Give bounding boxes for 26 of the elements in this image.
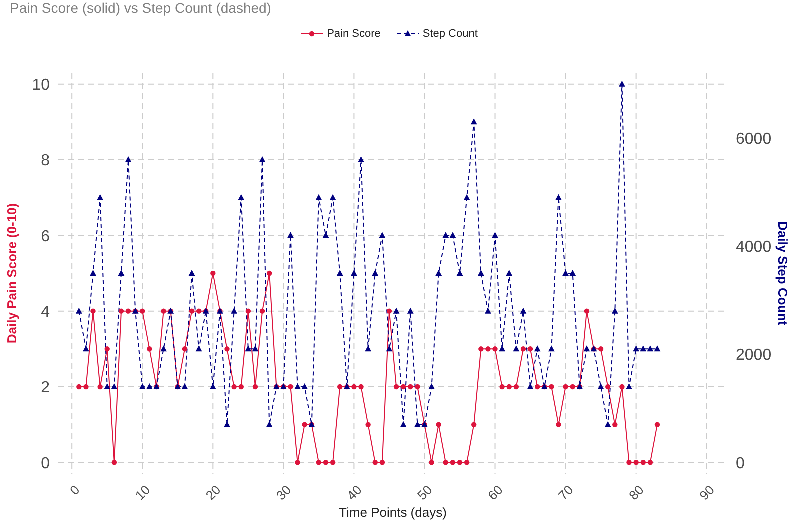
x-tick-label: 20 xyxy=(202,482,224,504)
x-tick-label: 70 xyxy=(556,482,576,504)
y2-tick-label: 2000 xyxy=(736,347,772,364)
y2-axis-title: Daily Step Count xyxy=(775,221,790,326)
legend-label: Step Count xyxy=(422,28,478,40)
x-tick-label: 10 xyxy=(132,482,154,504)
y-axis-title: Daily Pain Score (0-10) xyxy=(4,203,20,344)
x-tick-label: 50 xyxy=(414,482,436,504)
y-tick-label: 4 xyxy=(41,304,50,322)
y2-tick-label: 6000 xyxy=(736,131,772,148)
y-tick-label: 10 xyxy=(32,77,50,94)
y-tick-label: 2 xyxy=(41,380,50,397)
y2-tick-label: 0 xyxy=(736,455,745,472)
x-tick-label: 90 xyxy=(696,482,718,504)
legend-label: Pain Score xyxy=(326,28,381,40)
x-tick-label: 30 xyxy=(273,482,294,504)
y-tick-label: 6 xyxy=(41,228,50,246)
y-tick-label: 8 xyxy=(41,152,50,170)
x-tick-label: 0 xyxy=(66,482,83,498)
y2-tick-label: 4000 xyxy=(736,239,772,256)
chart-title: Pain Score (solid) vs Step Count (dashed) xyxy=(10,0,272,16)
y-tick-label: 0 xyxy=(41,455,50,472)
x-tick-label: 40 xyxy=(344,482,365,504)
x-tick-label: 60 xyxy=(485,482,506,504)
x-tick-label: 80 xyxy=(626,482,647,504)
x-axis-title: Time Points (days) xyxy=(339,505,447,520)
